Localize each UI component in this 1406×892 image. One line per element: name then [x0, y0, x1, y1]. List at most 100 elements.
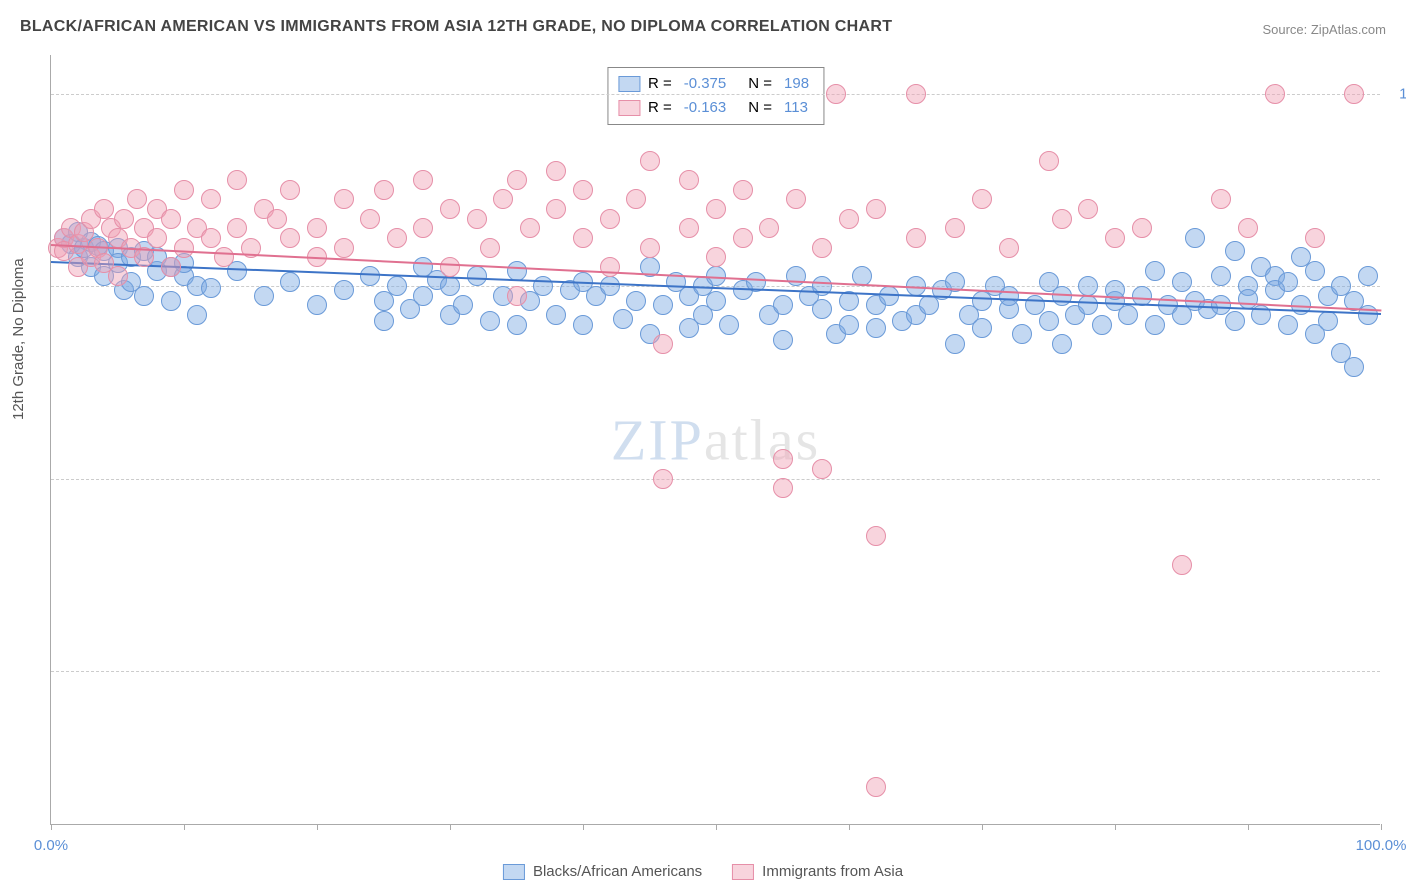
scatter-point: [773, 449, 793, 469]
scatter-point: [600, 209, 620, 229]
scatter-point: [280, 180, 300, 200]
legend-n-label: N =: [748, 96, 772, 120]
scatter-point: [679, 218, 699, 238]
scatter-point: [866, 318, 886, 338]
scatter-point: [227, 170, 247, 190]
scatter-point: [640, 151, 660, 171]
scatter-point: [493, 189, 513, 209]
scatter-point: [786, 189, 806, 209]
scatter-point: [719, 315, 739, 335]
scatter-point: [773, 330, 793, 350]
legend-swatch: [503, 864, 525, 880]
scatter-point: [1078, 276, 1098, 296]
series-legend-item: Blacks/African Americans: [503, 863, 702, 880]
scatter-point: [108, 266, 128, 286]
scatter-point: [214, 247, 234, 267]
correlation-legend: R =-0.375N =198R =-0.163N =113: [607, 67, 824, 125]
scatter-point: [1211, 266, 1231, 286]
scatter-point: [839, 315, 859, 335]
series-legend-label: Immigrants from Asia: [762, 863, 903, 880]
scatter-point: [174, 238, 194, 258]
scatter-point: [1039, 311, 1059, 331]
scatter-point: [1105, 228, 1125, 248]
x-tick: [51, 824, 52, 830]
scatter-point: [94, 199, 114, 219]
scatter-point: [267, 209, 287, 229]
scatter-point: [706, 247, 726, 267]
x-tick: [849, 824, 850, 830]
gridline-h: [51, 94, 1380, 95]
legend-r-label: R =: [648, 72, 672, 96]
x-tick: [317, 824, 318, 830]
scatter-point: [653, 334, 673, 354]
scatter-point: [374, 180, 394, 200]
scatter-point: [1039, 151, 1059, 171]
series-legend-label: Blacks/African Americans: [533, 863, 702, 880]
scatter-point: [1318, 311, 1338, 331]
y-axis-label: 12th Grade, No Diploma: [10, 258, 27, 420]
scatter-point: [201, 228, 221, 248]
legend-swatch: [618, 100, 640, 116]
scatter-point: [826, 84, 846, 104]
scatter-point: [1344, 357, 1364, 377]
scatter-point: [520, 218, 540, 238]
x-tick: [450, 824, 451, 830]
correlation-chart: BLACK/AFRICAN AMERICAN VS IMMIGRANTS FRO…: [0, 0, 1406, 892]
scatter-point: [812, 238, 832, 258]
watermark-atlas: atlas: [704, 407, 820, 472]
scatter-point: [1185, 228, 1205, 248]
scatter-point: [546, 305, 566, 325]
scatter-point: [786, 266, 806, 286]
scatter-point: [507, 286, 527, 306]
source-name: ZipAtlas.com: [1311, 22, 1386, 37]
scatter-point: [161, 291, 181, 311]
scatter-point: [467, 209, 487, 229]
legend-r-value: -0.163: [684, 96, 727, 120]
scatter-point: [387, 276, 407, 296]
scatter-point: [972, 318, 992, 338]
scatter-point: [600, 276, 620, 296]
scatter-point: [1278, 272, 1298, 292]
scatter-point: [1172, 555, 1192, 575]
x-tick: [583, 824, 584, 830]
gridline-h: [51, 671, 1380, 672]
scatter-point: [280, 272, 300, 292]
x-tick: [184, 824, 185, 830]
scatter-point: [174, 180, 194, 200]
scatter-point: [387, 228, 407, 248]
scatter-point: [480, 311, 500, 331]
scatter-point: [507, 315, 527, 335]
scatter-point: [147, 228, 167, 248]
y-tick-label: 90.0%: [1390, 278, 1406, 295]
scatter-point: [733, 228, 753, 248]
scatter-point: [653, 469, 673, 489]
scatter-point: [134, 286, 154, 306]
scatter-point: [334, 189, 354, 209]
chart-title: BLACK/AFRICAN AMERICAN VS IMMIGRANTS FRO…: [20, 18, 892, 36]
scatter-point: [866, 777, 886, 797]
scatter-point: [1238, 218, 1258, 238]
scatter-point: [360, 209, 380, 229]
scatter-point: [999, 286, 1019, 306]
scatter-point: [280, 228, 300, 248]
scatter-point: [773, 295, 793, 315]
scatter-point: [1145, 315, 1165, 335]
scatter-point: [1052, 334, 1072, 354]
legend-n-label: N =: [748, 72, 772, 96]
scatter-point: [127, 189, 147, 209]
scatter-point: [480, 238, 500, 258]
series-legend: Blacks/African Americans Immigrants from …: [503, 863, 903, 880]
scatter-point: [1225, 311, 1245, 331]
scatter-point: [307, 218, 327, 238]
scatter-point: [866, 199, 886, 219]
scatter-point: [1265, 84, 1285, 104]
scatter-point: [413, 218, 433, 238]
scatter-point: [706, 291, 726, 311]
scatter-point: [334, 280, 354, 300]
scatter-point: [360, 266, 380, 286]
y-tick-label: 100.0%: [1390, 85, 1406, 102]
scatter-point: [1225, 241, 1245, 261]
x-tick: [716, 824, 717, 830]
scatter-point: [413, 170, 433, 190]
source-label: Source:: [1262, 22, 1310, 37]
